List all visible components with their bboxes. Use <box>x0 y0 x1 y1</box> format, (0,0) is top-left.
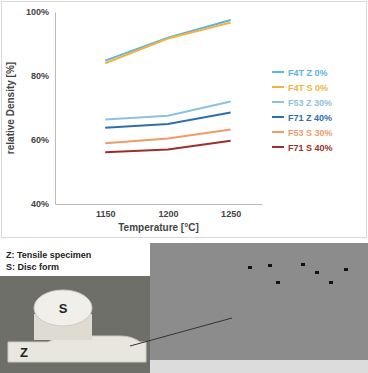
x-tick-label: 1250 <box>221 209 241 219</box>
series-line <box>105 129 230 143</box>
photo-background <box>0 276 150 373</box>
x-tick-label: 1150 <box>96 209 116 219</box>
disc-top <box>34 290 92 326</box>
legend-item: F71 Z 40% <box>272 113 332 123</box>
x-axis-line <box>56 204 263 205</box>
pore <box>344 268 348 271</box>
legend-item: F53 Z 30% <box>272 98 332 108</box>
pore <box>276 281 280 284</box>
pore <box>315 271 319 274</box>
x-tick: 1150 <box>96 204 116 219</box>
pore <box>268 264 272 267</box>
annotation: Z <box>20 345 28 360</box>
legend-label: F4T S 0% <box>288 83 328 93</box>
legend-swatch <box>272 101 284 103</box>
legend-swatch <box>272 116 284 118</box>
series-line <box>105 141 230 153</box>
series-line <box>105 112 230 127</box>
legend: F4T Z 0% F4T S 0% F53 Z 30% F71 Z 40% F53 S … <box>272 68 333 153</box>
x-tick: 1250 <box>221 204 241 219</box>
legend-label: F53 Z 30% <box>288 98 332 108</box>
legend-label: F4T Z 0% <box>288 68 328 78</box>
legend-label: F53 S 30% <box>288 128 333 138</box>
annotation: Z: Tensile specimen <box>6 250 91 260</box>
y-tick-label: 100% <box>26 7 49 17</box>
x-axis: 1150 1200 1250 <box>56 204 263 219</box>
x-tick-label: 1200 <box>158 209 178 219</box>
plot-area <box>105 20 230 152</box>
y-tick: 40% <box>31 199 55 209</box>
pore <box>301 263 305 266</box>
legend-item: F53 S 30% <box>272 128 333 138</box>
legend-item: F4T S 0% <box>272 83 328 93</box>
annotation: S: Disc form <box>6 262 59 272</box>
x-axis-title: Temperature [°C] <box>118 222 199 233</box>
pointer <box>130 318 232 346</box>
y-axis: 40% 60% 80% 100% <box>26 7 56 209</box>
legend-label: F71 Z 40% <box>288 113 332 123</box>
legend-swatch <box>272 146 284 148</box>
y-tick-label: 80% <box>31 71 49 81</box>
legend-swatch <box>272 131 284 133</box>
pore <box>248 266 252 269</box>
y-tick: 100% <box>26 7 55 17</box>
micrograph-scalebar <box>150 360 368 373</box>
legend-label: F71 S 40% <box>288 143 333 153</box>
chart-panel <box>2 2 367 238</box>
y-tick-label: 40% <box>31 199 49 209</box>
y-axis-line <box>55 13 56 205</box>
legend-swatch <box>272 86 284 88</box>
y-axis-title: relative Density [%] <box>5 62 16 154</box>
x-tick: 1200 <box>158 204 178 219</box>
y-tick: 80% <box>31 71 55 81</box>
y-tick-label: 60% <box>31 135 49 145</box>
legend-item: F4T Z 0% <box>272 68 328 78</box>
annotation: S <box>59 301 68 316</box>
series-line <box>105 20 230 61</box>
legend-item: F71 S 40% <box>272 143 333 153</box>
micrograph <box>150 243 368 373</box>
pore <box>329 281 333 284</box>
legend-swatch <box>272 71 284 73</box>
series-line <box>105 23 230 64</box>
y-tick: 60% <box>31 135 55 145</box>
